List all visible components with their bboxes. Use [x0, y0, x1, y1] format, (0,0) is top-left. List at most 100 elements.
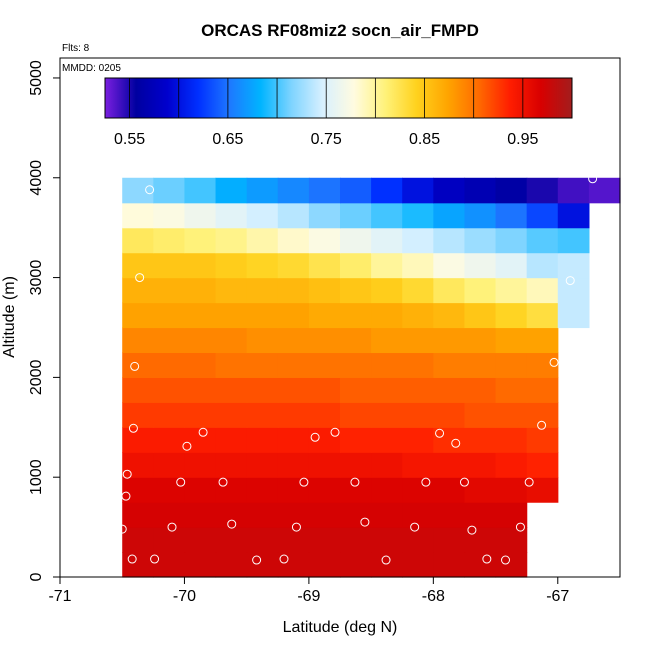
sample-point: [252, 555, 262, 565]
heatmap-cell: [277, 252, 310, 279]
heatmap-cell: [184, 427, 217, 453]
plot-frame: [59, 57, 621, 578]
sample-point: [515, 522, 525, 532]
heatmap-cell: [122, 452, 154, 478]
heatmap-cell: [495, 302, 528, 329]
heatmap-cell: [371, 502, 403, 528]
heatmap-cell: [557, 202, 590, 229]
heatmap-cell: [215, 227, 248, 254]
heatmap-cell: [495, 527, 528, 553]
heatmap-cell: [433, 302, 466, 329]
y-tick-label: 3000: [28, 260, 45, 296]
heatmap-cell: [464, 452, 497, 478]
heatmap-cell: [495, 402, 528, 428]
sample-point: [588, 174, 598, 184]
heatmap-cell: [340, 252, 372, 279]
heatmap-cell: [277, 477, 310, 503]
heatmap-cell: [153, 252, 186, 279]
heatmap-cell: [402, 252, 434, 279]
heatmap-cell: [122, 277, 154, 304]
sample-point: [128, 423, 138, 433]
heatmap-cell: [340, 277, 372, 304]
heatmap-cell: [308, 527, 341, 553]
sample-point: [501, 555, 511, 565]
sample-point: [330, 427, 340, 437]
heatmap-cell: [402, 302, 434, 329]
colorbar-tick-label: 0.85: [409, 131, 440, 148]
heatmap-cell: [215, 377, 248, 403]
heatmap-cell: [246, 327, 279, 354]
heatmap-cell: [153, 327, 186, 354]
heatmap-cell: [526, 177, 559, 204]
x-tick-label: -67: [546, 588, 569, 605]
y-tick-label: 0: [28, 572, 45, 581]
heatmap-cell: [277, 502, 310, 528]
heatmap-cell: [215, 427, 248, 453]
heatmap-cell: [308, 227, 341, 254]
heatmap-cell: [153, 452, 186, 478]
heatmap-cell: [215, 552, 248, 578]
heatmap-cell: [246, 527, 279, 553]
heatmap-cell: [340, 177, 372, 204]
heatmap-cell: [308, 302, 341, 329]
heatmap-cell: [371, 252, 403, 279]
heatmap-cell: [464, 302, 497, 329]
heatmap-cell: [215, 502, 248, 528]
heatmap-cell: [184, 177, 217, 204]
x-tick-label: -70: [173, 588, 196, 605]
sample-points: [117, 174, 598, 565]
sample-point: [459, 477, 469, 487]
flights-annotation: Flts: 8: [62, 43, 90, 54]
heatmap-cell: [246, 377, 279, 403]
heatmap-cell: [402, 452, 434, 478]
heatmap-cell: [402, 227, 434, 254]
heatmap-cell: [588, 177, 621, 204]
heatmap-cell: [433, 252, 466, 279]
heatmap-cell: [184, 402, 217, 428]
heatmap-cell: [153, 352, 186, 378]
colorbar-tick-label: 0.95: [507, 131, 538, 148]
heatmap-cell: [495, 202, 528, 229]
heatmap-cell: [246, 252, 279, 279]
heatmap-cell: [215, 402, 248, 428]
heatmap-cell: [340, 477, 372, 503]
heatmap-cell: [308, 402, 341, 428]
heatmap-cell: [526, 352, 559, 378]
sample-point: [350, 477, 360, 487]
y-axis-label: Altitude (m): [1, 276, 18, 358]
heatmap-cell: [371, 452, 403, 478]
sample-point: [381, 555, 391, 565]
heatmap-cell: [464, 427, 497, 453]
sample-point: [167, 522, 177, 532]
heatmap-cell: [122, 177, 154, 204]
heatmap-cell: [184, 452, 217, 478]
sample-point: [299, 477, 309, 487]
heatmap-cell: [495, 227, 528, 254]
heatmap-cell: [340, 527, 372, 553]
y-tick-label: 1000: [28, 459, 45, 495]
heatmap-cell: [464, 227, 497, 254]
heatmap-cell: [277, 452, 310, 478]
heatmap-cell: [526, 377, 559, 403]
x-tick-label: -69: [297, 588, 320, 605]
heatmap-cell: [495, 427, 528, 453]
heatmap-cell: [340, 352, 372, 378]
heatmap-cell: [153, 202, 186, 229]
sample-point: [549, 357, 559, 367]
sample-point: [145, 185, 155, 195]
heatmap-cell: [122, 202, 154, 229]
heatmap-cell: [526, 202, 559, 229]
heatmap-cell: [184, 552, 217, 578]
heatmap-cell: [557, 177, 590, 204]
heatmap-cell: [277, 277, 310, 304]
heatmap-cell: [184, 277, 217, 304]
heatmap-cell: [308, 252, 341, 279]
heatmap-cell: [277, 202, 310, 229]
heatmap-cell: [277, 227, 310, 254]
heatmap-cell: [464, 252, 497, 279]
sample-point: [130, 361, 140, 371]
heatmap-cell: [215, 302, 248, 329]
heatmap-cell: [402, 552, 434, 578]
heatmap-cell: [464, 377, 497, 403]
